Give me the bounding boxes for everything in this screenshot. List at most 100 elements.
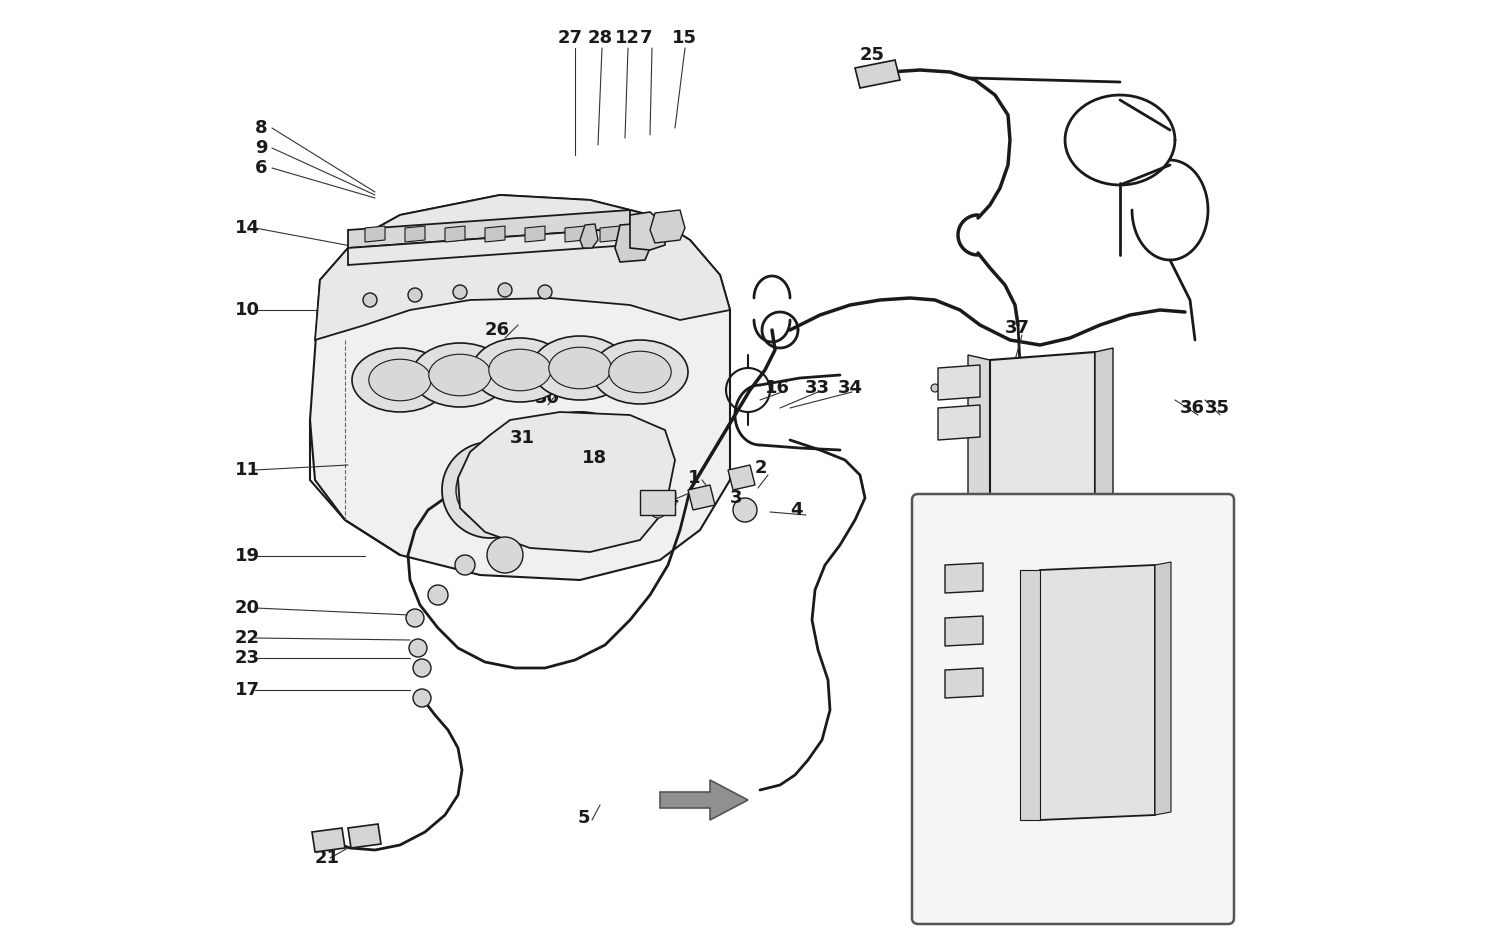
Polygon shape bbox=[312, 828, 345, 852]
Text: LATO SX.: LATO SX. bbox=[1035, 881, 1125, 899]
Circle shape bbox=[408, 288, 422, 302]
Text: 8: 8 bbox=[255, 119, 267, 137]
Text: 32: 32 bbox=[958, 599, 982, 617]
Text: 31: 31 bbox=[510, 429, 536, 447]
Circle shape bbox=[928, 810, 948, 830]
Ellipse shape bbox=[352, 348, 448, 412]
Ellipse shape bbox=[489, 349, 550, 391]
Circle shape bbox=[442, 442, 538, 538]
Text: 3: 3 bbox=[730, 489, 742, 507]
Text: 7: 7 bbox=[640, 29, 652, 47]
Text: 9: 9 bbox=[255, 139, 267, 157]
Text: L.H. SIDE: L.H. SIDE bbox=[1034, 901, 1126, 919]
Polygon shape bbox=[688, 485, 715, 510]
Text: 4: 4 bbox=[1210, 819, 1222, 837]
Text: 16: 16 bbox=[940, 819, 964, 837]
Text: 32: 32 bbox=[1068, 369, 1094, 387]
Circle shape bbox=[472, 472, 508, 508]
Text: 37: 37 bbox=[1005, 319, 1031, 337]
Text: 11: 11 bbox=[236, 461, 260, 479]
Polygon shape bbox=[458, 412, 675, 552]
Text: 5: 5 bbox=[578, 809, 591, 827]
Ellipse shape bbox=[369, 359, 430, 401]
Polygon shape bbox=[484, 226, 506, 242]
Circle shape bbox=[578, 223, 602, 247]
Text: 15: 15 bbox=[1020, 689, 1046, 707]
Circle shape bbox=[413, 689, 430, 707]
Text: 29: 29 bbox=[948, 749, 974, 767]
Polygon shape bbox=[446, 226, 465, 242]
Text: 15: 15 bbox=[672, 29, 698, 47]
Text: 30: 30 bbox=[536, 389, 560, 407]
Ellipse shape bbox=[592, 340, 688, 404]
Text: 12: 12 bbox=[615, 29, 640, 47]
Text: 36: 36 bbox=[1180, 399, 1204, 417]
Text: 32: 32 bbox=[1020, 831, 1046, 849]
Circle shape bbox=[548, 448, 612, 512]
Circle shape bbox=[427, 585, 448, 605]
Circle shape bbox=[538, 285, 552, 299]
Ellipse shape bbox=[549, 347, 610, 389]
Text: 26: 26 bbox=[484, 321, 510, 339]
Polygon shape bbox=[566, 226, 585, 242]
Polygon shape bbox=[310, 195, 730, 580]
Text: 2: 2 bbox=[754, 459, 768, 477]
Polygon shape bbox=[348, 210, 630, 248]
Circle shape bbox=[498, 283, 512, 297]
Text: 19: 19 bbox=[236, 547, 260, 565]
Text: 33: 33 bbox=[806, 379, 830, 397]
Polygon shape bbox=[855, 60, 900, 88]
Polygon shape bbox=[938, 405, 980, 440]
Text: 35: 35 bbox=[1204, 399, 1230, 417]
FancyBboxPatch shape bbox=[912, 494, 1234, 924]
Polygon shape bbox=[315, 195, 730, 340]
Polygon shape bbox=[728, 465, 754, 490]
Circle shape bbox=[488, 537, 524, 573]
Circle shape bbox=[453, 285, 466, 299]
Text: 22: 22 bbox=[236, 629, 260, 647]
Text: 18: 18 bbox=[582, 449, 608, 467]
Text: 25: 25 bbox=[859, 46, 885, 64]
Text: 6: 6 bbox=[255, 159, 267, 177]
Polygon shape bbox=[945, 563, 982, 593]
Polygon shape bbox=[1020, 570, 1040, 820]
Text: 20: 20 bbox=[236, 599, 260, 617]
Text: 14: 14 bbox=[236, 219, 260, 237]
Polygon shape bbox=[630, 212, 664, 250]
Circle shape bbox=[650, 502, 666, 518]
Circle shape bbox=[530, 430, 630, 530]
Text: 10: 10 bbox=[236, 301, 260, 319]
Polygon shape bbox=[405, 226, 424, 242]
Polygon shape bbox=[525, 226, 544, 242]
Text: 23: 23 bbox=[236, 649, 260, 667]
Circle shape bbox=[932, 384, 939, 392]
Text: 17: 17 bbox=[236, 681, 260, 699]
Text: 34: 34 bbox=[839, 379, 862, 397]
Ellipse shape bbox=[413, 343, 509, 407]
Text: 32: 32 bbox=[1076, 511, 1100, 529]
Circle shape bbox=[410, 639, 428, 657]
Text: 1: 1 bbox=[688, 469, 700, 487]
Circle shape bbox=[454, 555, 476, 575]
Polygon shape bbox=[650, 210, 686, 243]
Text: 16: 16 bbox=[765, 379, 790, 397]
Circle shape bbox=[734, 498, 758, 522]
Circle shape bbox=[456, 456, 524, 524]
Text: 24: 24 bbox=[656, 491, 680, 509]
Circle shape bbox=[406, 609, 424, 627]
Circle shape bbox=[1167, 827, 1184, 843]
Circle shape bbox=[512, 412, 648, 548]
Text: 29: 29 bbox=[988, 511, 1012, 529]
Polygon shape bbox=[938, 365, 980, 400]
Polygon shape bbox=[1155, 562, 1172, 815]
Text: 28: 28 bbox=[588, 29, 613, 47]
Ellipse shape bbox=[472, 338, 568, 402]
Ellipse shape bbox=[532, 336, 628, 400]
Circle shape bbox=[566, 466, 594, 494]
Polygon shape bbox=[1040, 565, 1155, 820]
Circle shape bbox=[363, 293, 376, 307]
Polygon shape bbox=[348, 228, 630, 265]
Circle shape bbox=[980, 367, 990, 377]
Text: 29: 29 bbox=[1084, 396, 1110, 414]
Text: 21: 21 bbox=[315, 849, 340, 867]
